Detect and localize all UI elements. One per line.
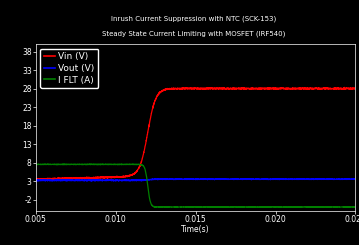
Text: Steady State Current Limiting with MOSFET (IRF540): Steady State Current Limiting with MOSFE… [102, 30, 285, 37]
X-axis label: Time(s): Time(s) [181, 225, 210, 234]
Legend: Vin (V), Vout (V), I FLT (A): Vin (V), Vout (V), I FLT (A) [41, 49, 98, 88]
Text: Inrush Current Suppression with NTC (SCK-153): Inrush Current Suppression with NTC (SCK… [111, 15, 276, 22]
